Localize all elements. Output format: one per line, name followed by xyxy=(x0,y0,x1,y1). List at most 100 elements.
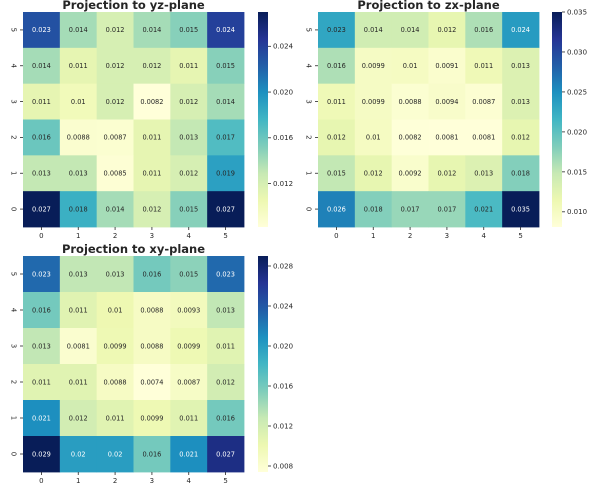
heatmap-cell xyxy=(207,191,245,228)
cell-value-label: 0.0092 xyxy=(399,170,422,178)
cell-value-label: 0.011 xyxy=(216,342,235,350)
heatmap-cell xyxy=(207,155,245,192)
colorbar-tick-label: 0.010 xyxy=(567,208,587,216)
heatmap-cell xyxy=(318,119,356,156)
heatmap-cell xyxy=(96,191,134,228)
colorbar-tick-label: 0.020 xyxy=(567,128,587,136)
cell-value-label: 0.012 xyxy=(142,62,161,70)
heatmap-cell xyxy=(207,328,245,365)
cell-value-label: 0.012 xyxy=(179,98,198,106)
cell-value-label: 0.0091 xyxy=(435,62,458,70)
x-tick-label: 5 xyxy=(518,232,522,240)
cell-value-label: 0.035 xyxy=(511,205,530,213)
cell-value-label: 0.0085 xyxy=(104,170,127,178)
x-tick-label: 2 xyxy=(113,477,117,485)
y-tick-label: 3 xyxy=(10,99,18,103)
cell-value-label: 0.014 xyxy=(32,62,51,70)
heatmap-cell xyxy=(354,47,393,85)
cell-value-label: 0.023 xyxy=(32,270,51,278)
cell-value-label: 0.015 xyxy=(327,170,346,178)
cell-value-label: 0.0082 xyxy=(140,98,163,106)
cell-value-label: 0.012 xyxy=(437,26,456,34)
cell-value-label: 0.011 xyxy=(69,378,88,386)
heatmap-cell xyxy=(23,12,61,49)
heatmap-cell xyxy=(23,364,61,401)
heatmap-cell xyxy=(133,328,171,365)
cell-value-label: 0.0099 xyxy=(140,414,163,422)
heatmap-cell xyxy=(354,12,393,49)
heatmap-cell xyxy=(23,155,61,192)
colorbar-tick-label: 0.028 xyxy=(273,262,293,270)
heatmap-cell xyxy=(428,47,466,85)
x-tick-label: 5 xyxy=(223,232,227,240)
cell-value-label: 0.011 xyxy=(142,134,161,142)
heatmap-cell xyxy=(96,292,134,329)
heatmap-cell xyxy=(59,83,98,120)
cell-value-label: 0.015 xyxy=(179,205,198,213)
cell-value-label: 0.015 xyxy=(179,270,198,278)
heatmap-cell xyxy=(96,119,134,156)
cell-value-label: 0.029 xyxy=(32,450,51,458)
x-tick-label: 1 xyxy=(76,477,80,485)
cell-value-label: 0.0088 xyxy=(67,134,90,142)
heatmap-cell xyxy=(465,119,503,156)
cell-value-label: 0.018 xyxy=(69,205,88,213)
cell-value-label: 0.0094 xyxy=(435,98,458,106)
heatmap-cell xyxy=(502,47,540,85)
colorbar-tick-label: 0.035 xyxy=(567,8,587,16)
cell-value-label: 0.012 xyxy=(327,134,346,142)
heatmap-cell xyxy=(428,191,466,228)
heatmap-cell xyxy=(133,256,171,293)
cell-value-label: 0.017 xyxy=(216,134,235,142)
y-tick-label: 0 xyxy=(10,452,18,456)
cell-value-label: 0.01 xyxy=(71,98,86,106)
cell-value-label: 0.012 xyxy=(216,378,235,386)
cell-value-label: 0.027 xyxy=(216,205,235,213)
cell-value-label: 0.023 xyxy=(216,270,235,278)
heatmap-cell xyxy=(318,155,356,192)
heatmap-cell xyxy=(59,364,98,401)
cell-value-label: 0.0081 xyxy=(435,134,458,142)
colorbar-tick-label: 0.030 xyxy=(567,48,587,56)
heatmap-cell xyxy=(23,47,61,85)
heatmap-cell xyxy=(207,292,245,329)
cell-value-label: 0.026 xyxy=(327,205,346,213)
heatmap-cell xyxy=(391,83,429,120)
cell-value-label: 0.0093 xyxy=(177,306,200,314)
heatmap-cell xyxy=(428,12,466,49)
cell-value-label: 0.011 xyxy=(106,414,125,422)
heatmap-cell xyxy=(133,12,171,49)
cell-value-label: 0.0088 xyxy=(140,306,163,314)
heatmap-cell xyxy=(96,83,134,120)
heatmap-cell xyxy=(207,47,245,85)
cell-value-label: 0.0082 xyxy=(399,134,422,142)
cell-value-label: 0.019 xyxy=(216,170,235,178)
heatmap-cell xyxy=(428,83,466,120)
heatmap-cell xyxy=(96,256,134,293)
colorbar-tick-label: 0.025 xyxy=(567,88,587,96)
heatmap-cell xyxy=(465,191,503,228)
cell-value-label: 0.0074 xyxy=(140,378,163,386)
heatmap-cell xyxy=(318,47,356,85)
heatmap-cell xyxy=(96,328,134,365)
cell-value-label: 0.011 xyxy=(32,378,51,386)
heatmap-cell xyxy=(207,12,245,49)
heatmap-cell xyxy=(59,119,98,156)
cell-value-label: 0.0081 xyxy=(472,134,495,142)
cell-value-label: 0.014 xyxy=(401,26,420,34)
heatmap-cell xyxy=(23,328,61,365)
x-tick-label: 4 xyxy=(187,232,192,240)
cell-value-label: 0.012 xyxy=(69,414,88,422)
heatmap-cell xyxy=(170,83,208,120)
heatmap-cell xyxy=(318,83,356,120)
y-tick-label: 0 xyxy=(10,207,18,211)
cell-value-label: 0.0088 xyxy=(140,342,163,350)
heatmap-cell xyxy=(170,155,208,192)
y-tick-label: 1 xyxy=(305,171,313,175)
y-tick-label: 4 xyxy=(10,64,18,69)
cell-value-label: 0.02 xyxy=(108,450,123,458)
heatmap-cell xyxy=(170,256,208,293)
